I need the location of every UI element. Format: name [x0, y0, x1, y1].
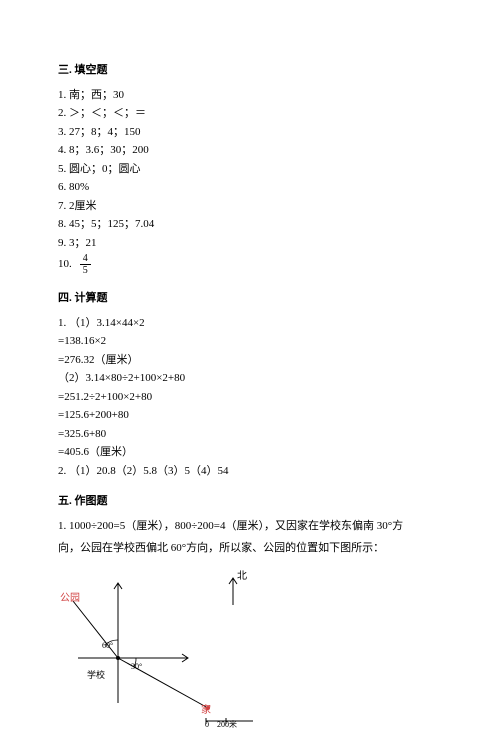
ans-3-5: 5. 圆心；0；圆心 [58, 161, 442, 178]
s4-l0: 1. （1）3.14×44×2 [58, 315, 442, 332]
section4-work: 1. （1）3.14×44×2 =138.16×2 =276.32（厘米） （2… [58, 315, 442, 480]
label-school: 学校 [87, 669, 105, 683]
fraction-den: 5 [80, 265, 91, 276]
s5-desc2: 向，公园在学校西偏北 60°方向，所以家、公园的位置如下图所示： [58, 540, 442, 557]
label-angle60: 60° [102, 640, 113, 652]
s4-l2: =276.32（厘米） [58, 352, 442, 369]
label-scale: 0 200米 [205, 719, 237, 731]
s4-l6: =125.6+200+80 [58, 407, 442, 424]
label-north: 北 [237, 569, 247, 584]
ans-3-7: 7. 2厘米 [58, 198, 442, 215]
diagram-svg [58, 563, 298, 743]
ans-3-9: 9. 3；21 [58, 235, 442, 252]
label-angle30: 30° [131, 661, 142, 673]
section3-answers: 1. 南；西；30 2. ＞；＜；＜；＝ 3. 27；8；4；150 4. 8；… [58, 87, 442, 277]
ans-3-8: 8. 45；5；125；7.04 [58, 216, 442, 233]
ans-3-10-label: 10. [58, 256, 72, 273]
origin-dot-icon [116, 656, 120, 660]
label-park: 公园 [60, 591, 80, 606]
ans-3-2: 2. ＞；＜；＜；＝ [58, 105, 442, 122]
diagram-container: 公园 学校 家 北 60° 30° 0 200米 [58, 563, 298, 743]
s4-l7: =325.6+80 [58, 426, 442, 443]
ans-3-1: 1. 南；西；30 [58, 87, 442, 104]
ans-3-6: 6. 80% [58, 179, 442, 196]
s4-l5: =251.2÷2+100×2+80 [58, 389, 442, 406]
fraction-num: 4 [80, 253, 91, 265]
s4-l1: =138.16×2 [58, 333, 442, 350]
s5-desc1: 1. 1000÷200=5（厘米），800÷200=4（厘米），又因家在学校东偏… [58, 518, 442, 535]
label-home: 家 [201, 703, 211, 718]
s4-l9: 2. （1）20.8（2）5.8（3）5（4）54 [58, 463, 442, 480]
ans-3-10: 10. 4 5 [58, 253, 442, 276]
ans-3-3: 3. 27；8；4；150 [58, 124, 442, 141]
s4-l4: （2）3.14×80÷2+100×2+80 [58, 370, 442, 387]
fraction-icon: 4 5 [80, 253, 91, 276]
section3-title: 三. 填空题 [58, 62, 442, 79]
section5-title: 五. 作图题 [58, 493, 442, 510]
ans-3-4: 4. 8；3.6；30；200 [58, 142, 442, 159]
section4-title: 四. 计算题 [58, 290, 442, 307]
s4-l8: =405.6（厘米） [58, 444, 442, 461]
